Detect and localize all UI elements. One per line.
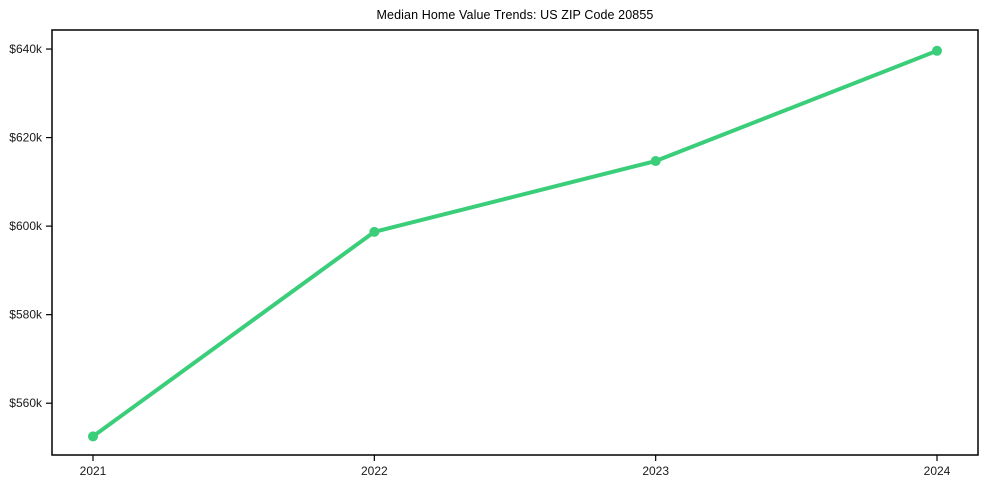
y-tick-label: $560k [9,396,43,410]
data-point-2021 [88,431,98,442]
y-tick-label: $640k [9,42,43,56]
x-tick-label: 2021 [80,464,107,478]
y-tick-label: $580k [9,308,43,322]
line-series [91,48,939,439]
data-point-2024 [932,45,942,56]
x-tick-label: 2022 [361,464,388,478]
x-tick-label: 2023 [642,464,669,478]
x-tick-label: 2024 [924,464,951,478]
y-tick-label: $600k [9,219,43,233]
plot-border [51,29,979,456]
y-tick-label: $620k [9,131,43,145]
data-point-2023 [650,156,661,167]
chart-title: Median Home Value Trends: US ZIP Code 20… [376,8,654,22]
data-point-2022 [369,226,380,237]
